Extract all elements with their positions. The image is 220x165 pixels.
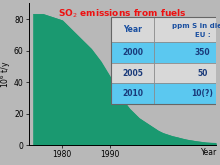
Bar xyxy=(111,17,220,104)
Bar xyxy=(154,42,220,63)
Text: Year: Year xyxy=(201,148,217,157)
Text: 2010: 2010 xyxy=(122,89,143,98)
Text: 350: 350 xyxy=(195,48,210,57)
Text: 2000: 2000 xyxy=(122,48,143,57)
Bar xyxy=(154,63,220,83)
Text: ppm S in diesel: ppm S in diesel xyxy=(172,23,220,29)
Bar xyxy=(111,63,154,83)
Bar xyxy=(154,83,220,104)
Bar xyxy=(154,17,220,42)
Text: EU :: EU : xyxy=(195,32,210,38)
Text: 50: 50 xyxy=(197,69,208,78)
Text: 10(?): 10(?) xyxy=(192,89,213,98)
Bar xyxy=(111,83,154,104)
Text: 2005: 2005 xyxy=(122,69,143,78)
Text: SO$_2$ emissions from fuels: SO$_2$ emissions from fuels xyxy=(58,8,186,20)
Y-axis label: 10$^6$ t/y: 10$^6$ t/y xyxy=(0,60,13,88)
Bar xyxy=(111,42,154,63)
Bar xyxy=(111,17,154,42)
Text: Year: Year xyxy=(123,25,142,34)
